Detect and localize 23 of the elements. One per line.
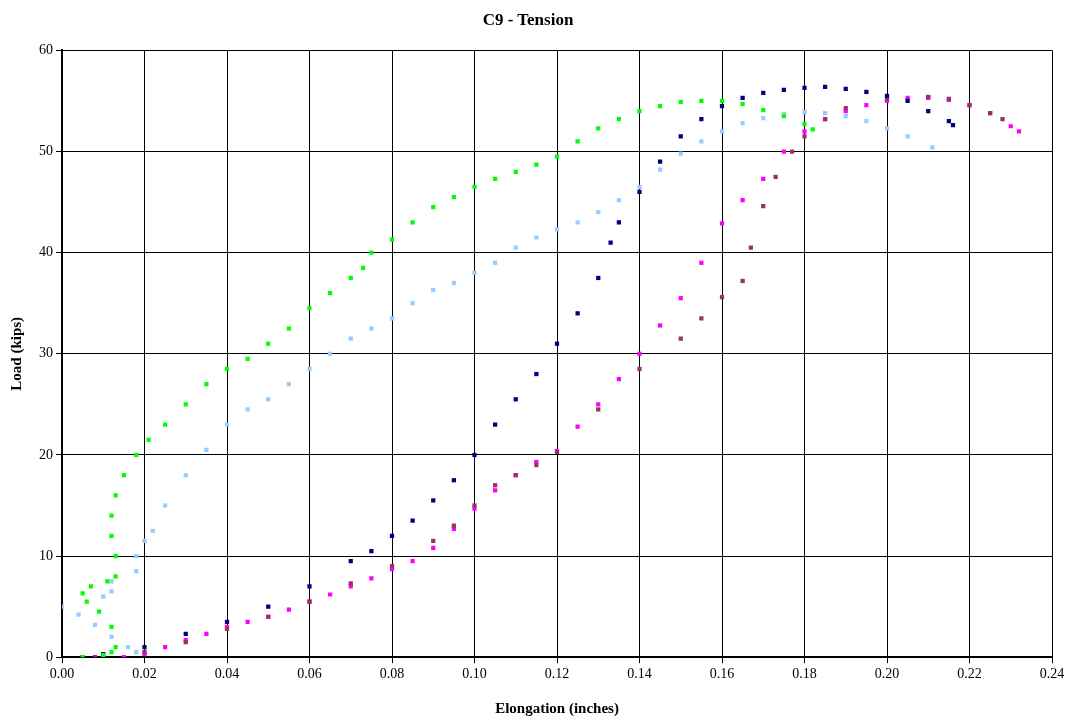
x-tick-label: 0.04 — [214, 666, 240, 682]
x-tick-label: 0.02 — [132, 666, 157, 682]
x-tick-label: 0.14 — [627, 666, 652, 682]
x-tick-label: 0.06 — [297, 666, 322, 682]
x-tick-label: 0.18 — [792, 666, 817, 682]
y-tick-label: 0 — [46, 648, 53, 664]
x-axis-title: Elongation (inches) — [495, 699, 619, 717]
x-tick-label: 0.08 — [379, 666, 405, 682]
y-tick-label: 40 — [39, 244, 53, 260]
y-tick-label: 60 — [39, 42, 53, 58]
x-tick-label: 0.20 — [874, 666, 900, 682]
y-tick-label: 30 — [39, 345, 53, 361]
x-tick-label: 0.00 — [49, 666, 75, 682]
x-tick-label: 0.22 — [957, 666, 982, 682]
x-tick-label: 0.24 — [1039, 666, 1065, 682]
y-tick-label: 20 — [39, 446, 53, 462]
x-tick-label: 0.10 — [462, 666, 487, 682]
y-tick-label: 50 — [39, 143, 53, 159]
y-tick-label: 10 — [39, 547, 53, 563]
x-tick-label: 0.12 — [544, 666, 570, 682]
y-axis-title: Load (kips) — [7, 316, 25, 391]
x-tick-label: 0.16 — [709, 666, 735, 682]
chart-title: C9 - Tension — [482, 9, 574, 29]
